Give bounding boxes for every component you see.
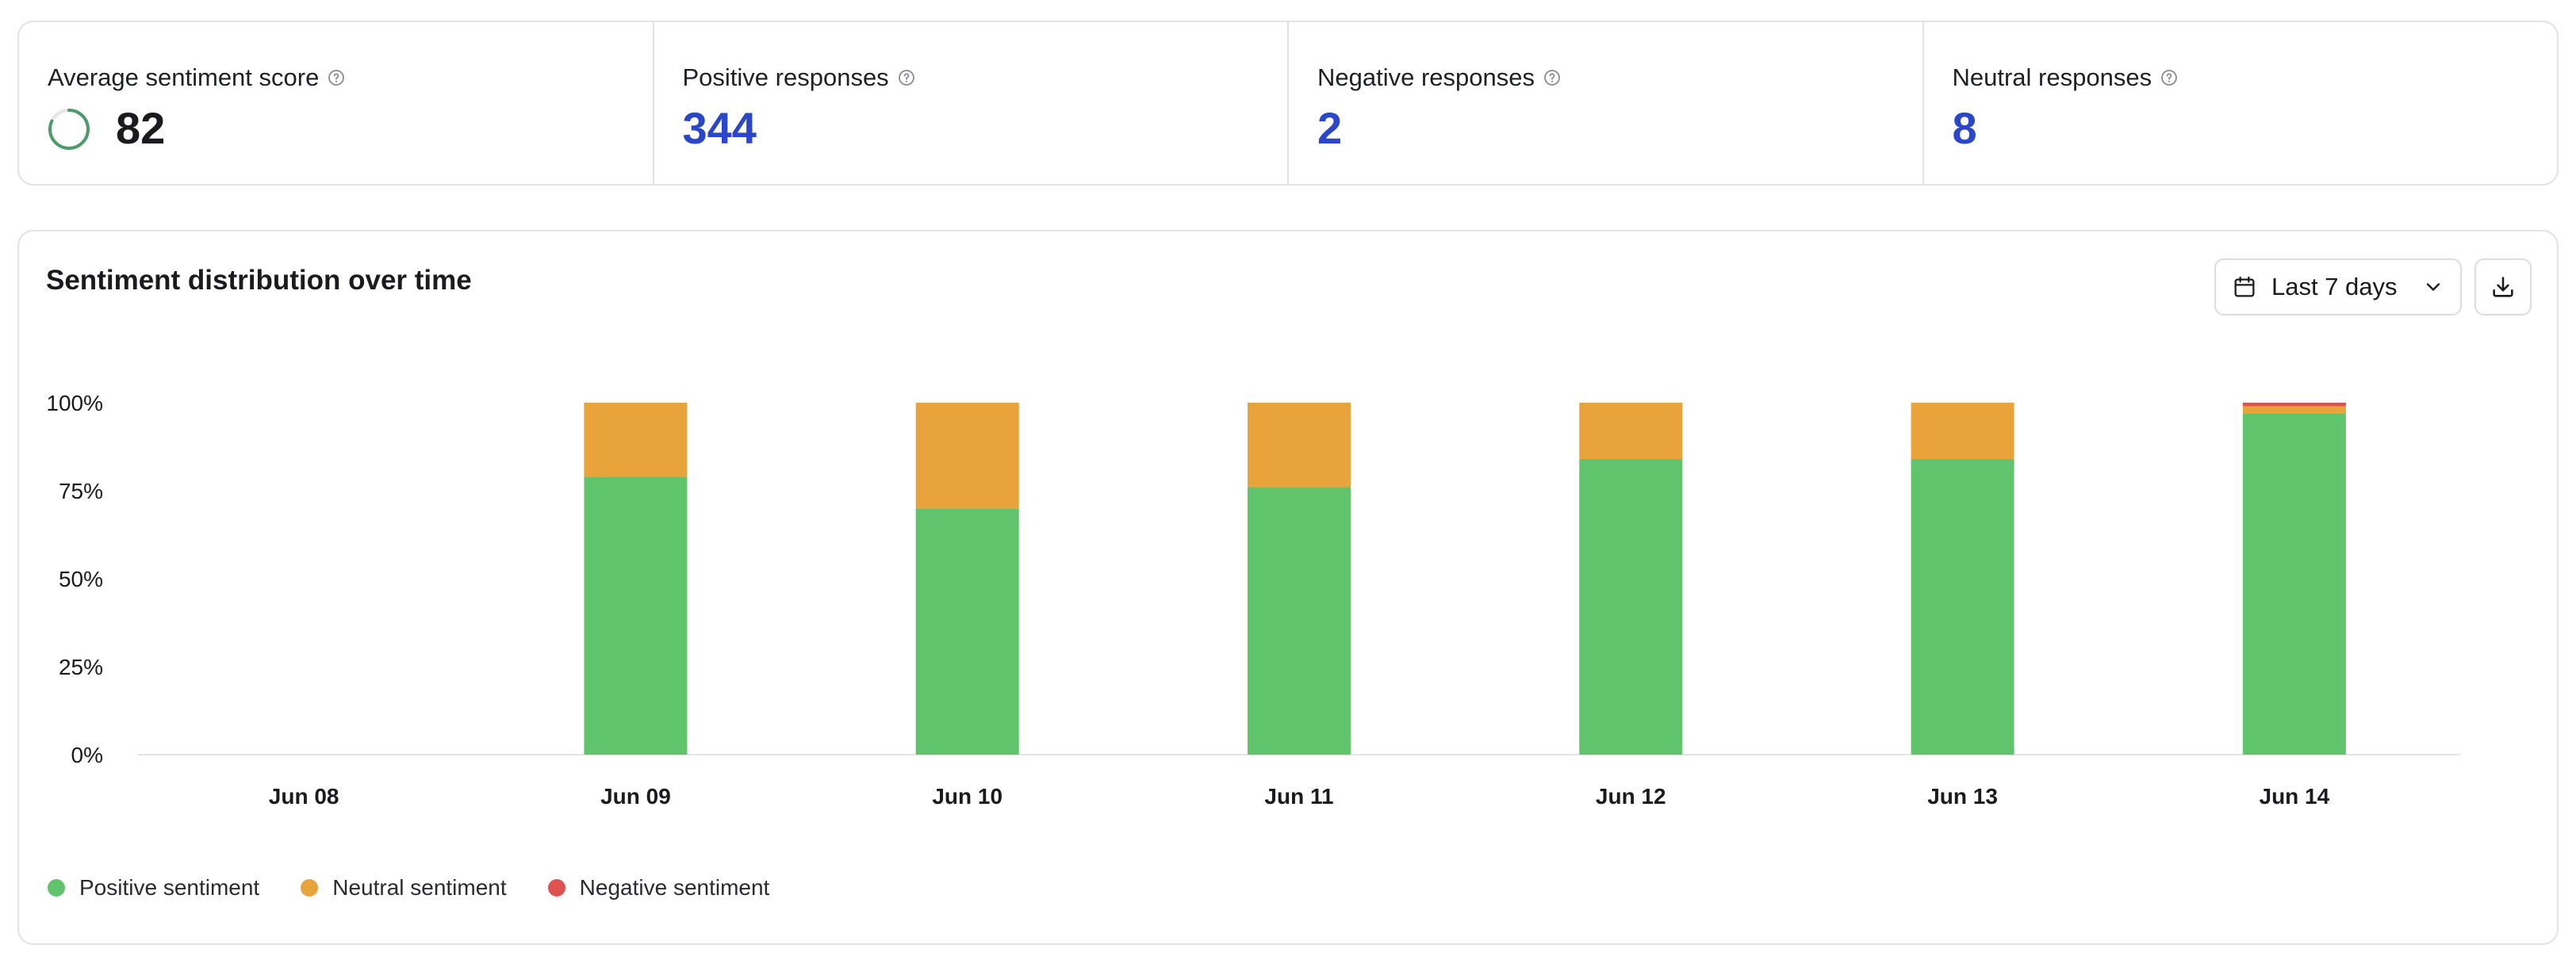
download-icon — [2490, 273, 2517, 300]
chart-legend: Positive sentiment Neutral sentiment Negat… — [48, 875, 769, 901]
stat-value: 8 — [1952, 103, 1977, 153]
bar-segment-positive-sentiment — [1911, 459, 2014, 755]
y-tick-label: 0% — [71, 743, 103, 767]
stat-neutral-responses: Neutral responses 8 — [1922, 22, 2558, 184]
y-tick-label: 100% — [46, 391, 103, 415]
help-icon[interactable] — [327, 68, 346, 87]
legend-label: Neutral sentiment — [332, 875, 507, 900]
bar-segment-positive-sentiment — [1579, 459, 1683, 755]
legend-label: Negative sentiment — [579, 875, 770, 900]
bar-segment-neutral-sentiment — [1248, 403, 1351, 488]
stat-positive-responses: Positive responses 344 — [652, 22, 1288, 184]
download-button[interactable] — [2474, 258, 2532, 315]
stat-value: 344 — [682, 103, 757, 153]
chevron-down-icon — [2422, 276, 2444, 298]
y-tick-label: 25% — [59, 655, 103, 679]
bar-segment-positive-sentiment — [915, 508, 1019, 755]
progress-ring-icon — [48, 109, 90, 150]
bar-segment-neutral-sentiment — [2242, 406, 2346, 414]
help-icon[interactable] — [897, 68, 916, 87]
legend-item: Negative sentiment — [547, 875, 770, 901]
stat-label: Average sentiment score — [48, 63, 320, 91]
sentiment-bar-chart: 0% 25% 50% 75% 100% Jun 08 Jun 09 Jun 10 Jun 11 J… — [46, 391, 2460, 809]
x-tick-label: Jun 11 — [1264, 784, 1333, 809]
x-tick-label: Jun 09 — [600, 784, 671, 809]
stat-value: 82 — [116, 103, 166, 153]
chart-title: Sentiment distribution over time — [46, 265, 472, 296]
bar-segment-positive-sentiment — [1248, 487, 1351, 755]
x-tick-label: Jun 08 — [269, 784, 339, 809]
legend-label: Positive sentiment — [79, 875, 260, 900]
stat-label: Neutral responses — [1952, 63, 2152, 91]
date-range-select[interactable]: Last 7 days — [2214, 258, 2462, 315]
bar-segment-negative-sentiment — [2242, 403, 2346, 407]
y-tick-label: 75% — [59, 479, 103, 503]
bar-segment-positive-sentiment — [584, 476, 688, 755]
legend-item: Positive sentiment — [48, 875, 259, 901]
y-tick-label: 50% — [59, 567, 103, 591]
x-tick-label: Jun 14 — [2260, 784, 2330, 809]
stat-value: 2 — [1317, 103, 1343, 153]
x-tick-label: Jun 10 — [932, 784, 1002, 809]
bar-segment-neutral-sentiment — [584, 403, 688, 477]
date-range-label: Last 7 days — [2271, 273, 2398, 300]
bar-segment-neutral-sentiment — [915, 403, 1019, 509]
legend-dot — [547, 879, 565, 897]
stat-label: Positive responses — [682, 63, 889, 91]
stat-average-sentiment: Average sentiment score 82 — [19, 22, 653, 184]
help-icon[interactable] — [2160, 68, 2179, 87]
stat-label: Negative responses — [1317, 63, 1535, 91]
summary-stats: Average sentiment score 82 Positive resp… — [17, 21, 2559, 185]
help-icon[interactable] — [1543, 68, 1562, 87]
legend-dot — [48, 879, 65, 897]
bar-segment-neutral-sentiment — [1911, 403, 2014, 460]
calendar-icon — [2232, 274, 2257, 300]
bar-segment-neutral-sentiment — [1579, 403, 1683, 460]
x-tick-label: Jun 13 — [1927, 784, 1998, 809]
legend-item: Neutral sentiment — [301, 875, 507, 901]
x-tick-label: Jun 12 — [1596, 784, 1666, 809]
bar-segment-positive-sentiment — [2242, 413, 2346, 755]
sentiment-chart-card: Sentiment distribution over time Last 7 … — [17, 230, 2559, 945]
legend-dot — [301, 879, 319, 897]
stat-negative-responses: Negative responses 2 — [1287, 22, 1922, 184]
